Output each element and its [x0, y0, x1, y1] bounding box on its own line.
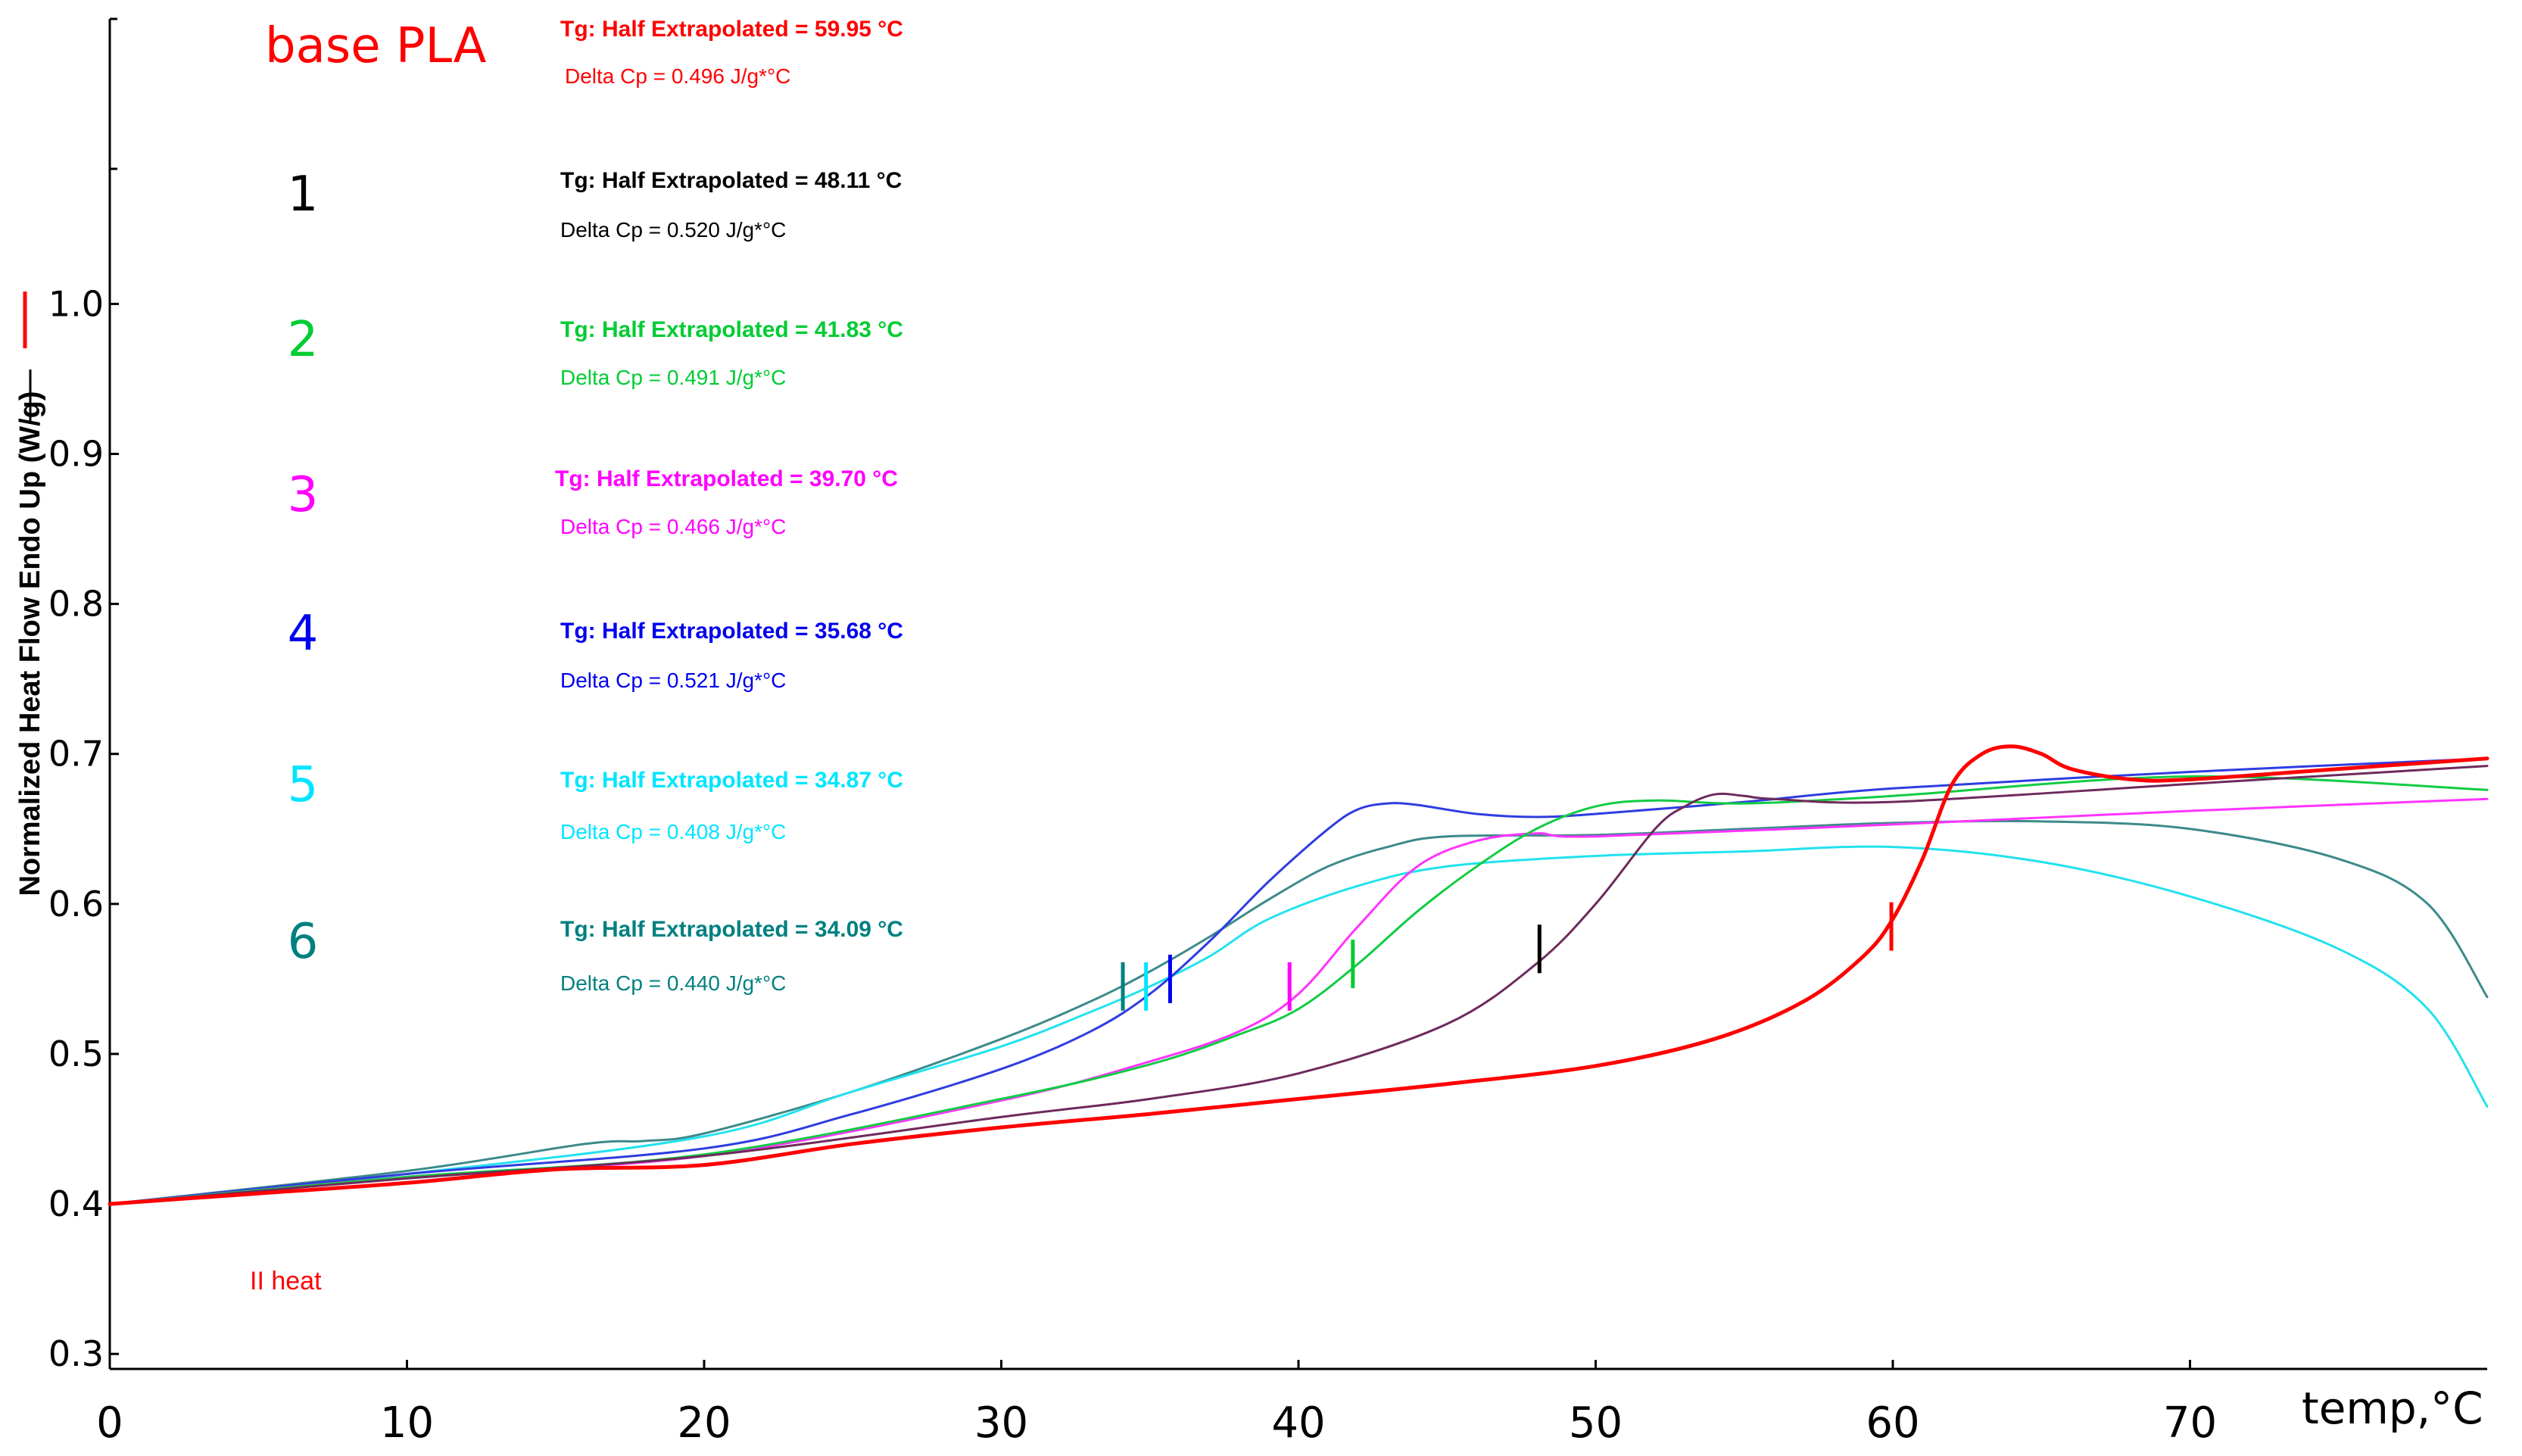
- x-tick-label: 50: [1569, 1398, 1623, 1448]
- x-tick-label: 30: [974, 1398, 1028, 1448]
- delta-cp-annotation-base-pla: Delta Cp = 0.496 J/g*°C: [565, 64, 790, 88]
- series-label-4: 4: [288, 606, 319, 662]
- x-tick-label: 60: [1866, 1398, 1919, 1448]
- tg-annotation-6: Tg: Half Extrapolated = 34.09 °C: [560, 917, 903, 942]
- annotations: Tg: Half Extrapolated = 59.95 °C Delta Cp…: [288, 17, 903, 995]
- series-label-5: 5: [288, 757, 319, 813]
- y-axis-label: Normalized Heat Flow Endo Up (W/g): [14, 391, 46, 896]
- series-line-1: [108, 765, 2489, 1205]
- series-label-2: 2: [288, 312, 319, 368]
- y-tick-label: 0.7: [48, 734, 104, 775]
- x-ticks: 0 10 20 30 40 50 60 70: [96, 1360, 2217, 1448]
- y-tick-label: 0.8: [48, 584, 104, 625]
- delta-cp-annotation-4: Delta Cp = 0.521 J/g*°C: [560, 669, 786, 692]
- chart-title: base PLA: [265, 18, 487, 74]
- y-tick-label: 0.4: [48, 1183, 104, 1224]
- tg-annotation-1: Tg: Half Extrapolated = 48.11 °C: [560, 168, 902, 193]
- y-tick-label: 0.6: [48, 884, 104, 924]
- y-tick-label: 0.5: [48, 1034, 104, 1074]
- delta-cp-annotation-1: Delta Cp = 0.520 J/g*°C: [560, 218, 786, 242]
- x-tick-label: 40: [1271, 1398, 1325, 1448]
- delta-cp-annotation-2: Delta Cp = 0.491 J/g*°C: [560, 366, 786, 389]
- x-tick-label: 10: [380, 1398, 434, 1448]
- series-label-3: 3: [288, 467, 319, 523]
- y-axis-label-group: Normalized Heat Flow Endo Up (W/g): [14, 369, 46, 896]
- delta-cp-annotation-6: Delta Cp = 0.440 J/g*°C: [560, 971, 786, 995]
- x-tick-label: 0: [96, 1398, 123, 1448]
- series-line-4: [108, 757, 2489, 1205]
- delta-cp-annotation-5: Delta Cp = 0.408 J/g*°C: [560, 820, 786, 843]
- delta-cp-annotation-3: Delta Cp = 0.466 J/g*°C: [560, 515, 786, 538]
- tg-annotation-base-pla: Tg: Half Extrapolated = 59.95 °C: [560, 17, 903, 42]
- series-line-5: [108, 845, 2489, 1205]
- tg-annotation-2: Tg: Half Extrapolated = 41.83 °C: [560, 317, 903, 342]
- x-tick-label: 70: [2163, 1398, 2217, 1448]
- y-ticks: 0.3 0.4 0.5 0.6 0.7 0.8 0.9 1.0: [48, 283, 119, 1374]
- series-lines: [108, 744, 2489, 1206]
- tg-annotation-3: Tg: Half Extrapolated = 39.70 °C: [555, 466, 898, 491]
- x-axis-label: temp,°C: [2302, 1383, 2483, 1434]
- tg-markers: [1121, 902, 1894, 1011]
- heat-note: II heat: [250, 1267, 322, 1295]
- series-line-base-pla: [108, 744, 2489, 1206]
- x-tick-label: 20: [677, 1398, 731, 1448]
- tg-annotation-4: Tg: Half Extrapolated = 35.68 °C: [560, 619, 903, 644]
- series-label-1: 1: [288, 167, 319, 223]
- series-line-6: [108, 819, 2489, 1205]
- tg-annotation-5: Tg: Half Extrapolated = 34.87 °C: [560, 768, 903, 793]
- y-tick-label: 0.9: [48, 434, 104, 475]
- series-line-2: [108, 775, 2489, 1205]
- y-tick-label: 0.3: [48, 1333, 104, 1374]
- y-tick-label: 1.0: [48, 283, 104, 324]
- series-label-6: 6: [288, 914, 319, 970]
